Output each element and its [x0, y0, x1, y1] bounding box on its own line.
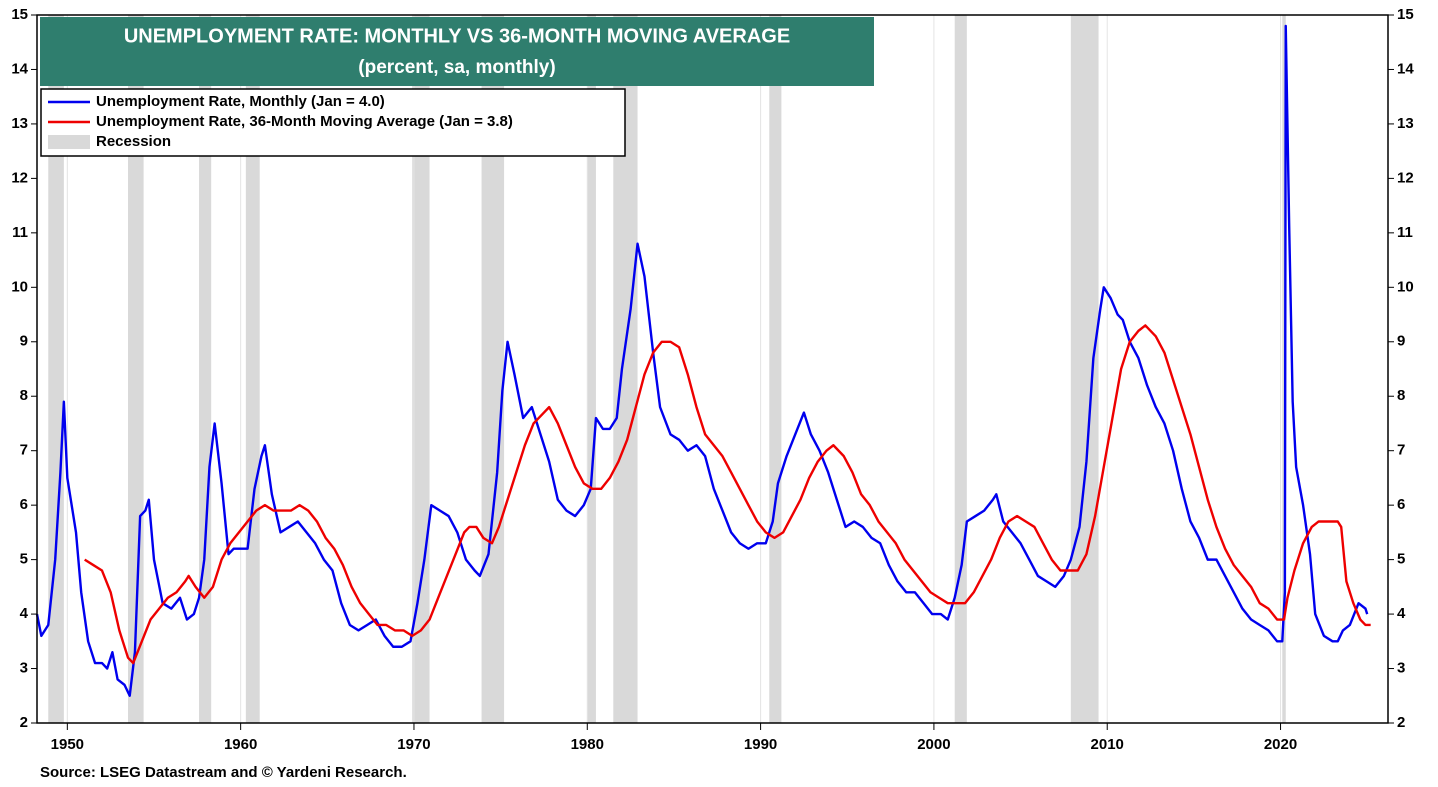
- legend: Unemployment Rate, Monthly (Jan = 4.0) Un…: [48, 93, 513, 150]
- series-line: [35, 24, 1369, 697]
- y2-tick-label: 7: [1397, 442, 1405, 459]
- chart-title: UNEMPLOYMENT RATE: MONTHLY VS 36-MONTH M…: [124, 25, 790, 47]
- legend-swatch: [48, 135, 90, 149]
- series-line: [84, 324, 1371, 665]
- y2-tick-label: 4: [1397, 605, 1406, 622]
- y-tick-label: 7: [20, 442, 28, 459]
- legend-label: Unemployment Rate, Monthly (Jan = 4.0): [96, 93, 385, 110]
- x-tick-label: 1950: [51, 736, 84, 753]
- y2-tick-label: 2: [1397, 714, 1405, 731]
- y-tick-label: 2: [20, 714, 28, 731]
- y-tick-label: 3: [20, 660, 28, 677]
- recession-band: [199, 15, 212, 723]
- legend-label: Recession: [96, 133, 171, 150]
- y2-tick-label: 8: [1397, 387, 1405, 404]
- y2-tick-label: 6: [1397, 496, 1405, 513]
- x-tick-label: 1980: [571, 736, 604, 753]
- y2-tick-label: 3: [1397, 660, 1405, 677]
- recession-band: [587, 15, 596, 723]
- y-tick-label: 12: [11, 169, 28, 186]
- y-tick-label: 10: [11, 278, 28, 295]
- y2-tick-label: 14: [1397, 60, 1414, 77]
- y-tick-label: 5: [20, 551, 28, 568]
- y-tick-label: 14: [11, 60, 28, 77]
- x-tick-label: 1970: [397, 736, 430, 753]
- source-note: Source: LSEG Datastream and © Yardeni Re…: [40, 764, 407, 781]
- y2-tick-label: 10: [1397, 278, 1414, 295]
- y-tick-label: 15: [11, 6, 28, 23]
- y2-tick-label: 5: [1397, 551, 1405, 568]
- chart-subtitle: (percent, sa, monthly): [358, 57, 555, 78]
- x-tick-label: 2020: [1264, 736, 1297, 753]
- plot-frame: [36, 14, 1389, 724]
- y-tick-label: 6: [20, 496, 28, 513]
- lines: [35, 24, 1371, 697]
- y-tick-label: 13: [11, 115, 28, 132]
- y2-tick-label: 11: [1397, 224, 1413, 241]
- x-tick-label: 2000: [917, 736, 950, 753]
- recession-band: [1282, 15, 1286, 723]
- recession-band: [954, 15, 967, 723]
- x-tick-label: 1960: [224, 736, 257, 753]
- y-tick-label: 9: [20, 333, 28, 350]
- recession-band: [1070, 15, 1099, 723]
- y-tick-label: 4: [20, 605, 29, 622]
- y2-tick-label: 9: [1397, 333, 1405, 350]
- y2-tick-label: 15: [1397, 6, 1414, 23]
- y2-tick-label: 13: [1397, 115, 1414, 132]
- y-tick-label: 11: [12, 224, 28, 241]
- recession-band: [48, 15, 64, 723]
- recession-band: [481, 15, 505, 723]
- x-tick-label: 1990: [744, 736, 777, 753]
- legend-box: [40, 88, 626, 157]
- recession-band: [769, 15, 782, 723]
- y2-tick-label: 12: [1397, 169, 1414, 186]
- title-box: [40, 17, 874, 86]
- legend-label: Unemployment Rate, 36-Month Moving Avera…: [96, 113, 513, 130]
- x-tick-label: 2010: [1091, 736, 1124, 753]
- recession-band: [245, 15, 260, 723]
- y-tick-label: 8: [20, 387, 28, 404]
